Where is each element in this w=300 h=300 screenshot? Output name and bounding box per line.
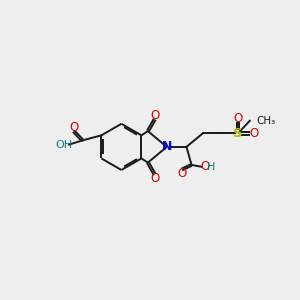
Text: CH₃: CH₃ (256, 116, 275, 126)
Text: H: H (207, 162, 215, 172)
Text: O: O (150, 172, 159, 185)
Text: O: O (150, 109, 159, 122)
Text: S: S (233, 127, 243, 140)
Text: N: N (162, 140, 172, 153)
Text: O: O (69, 121, 78, 134)
Text: O: O (177, 167, 187, 180)
Text: O: O (249, 127, 258, 140)
Text: O: O (200, 160, 210, 173)
Text: O: O (234, 112, 243, 124)
Text: OH: OH (56, 140, 73, 150)
